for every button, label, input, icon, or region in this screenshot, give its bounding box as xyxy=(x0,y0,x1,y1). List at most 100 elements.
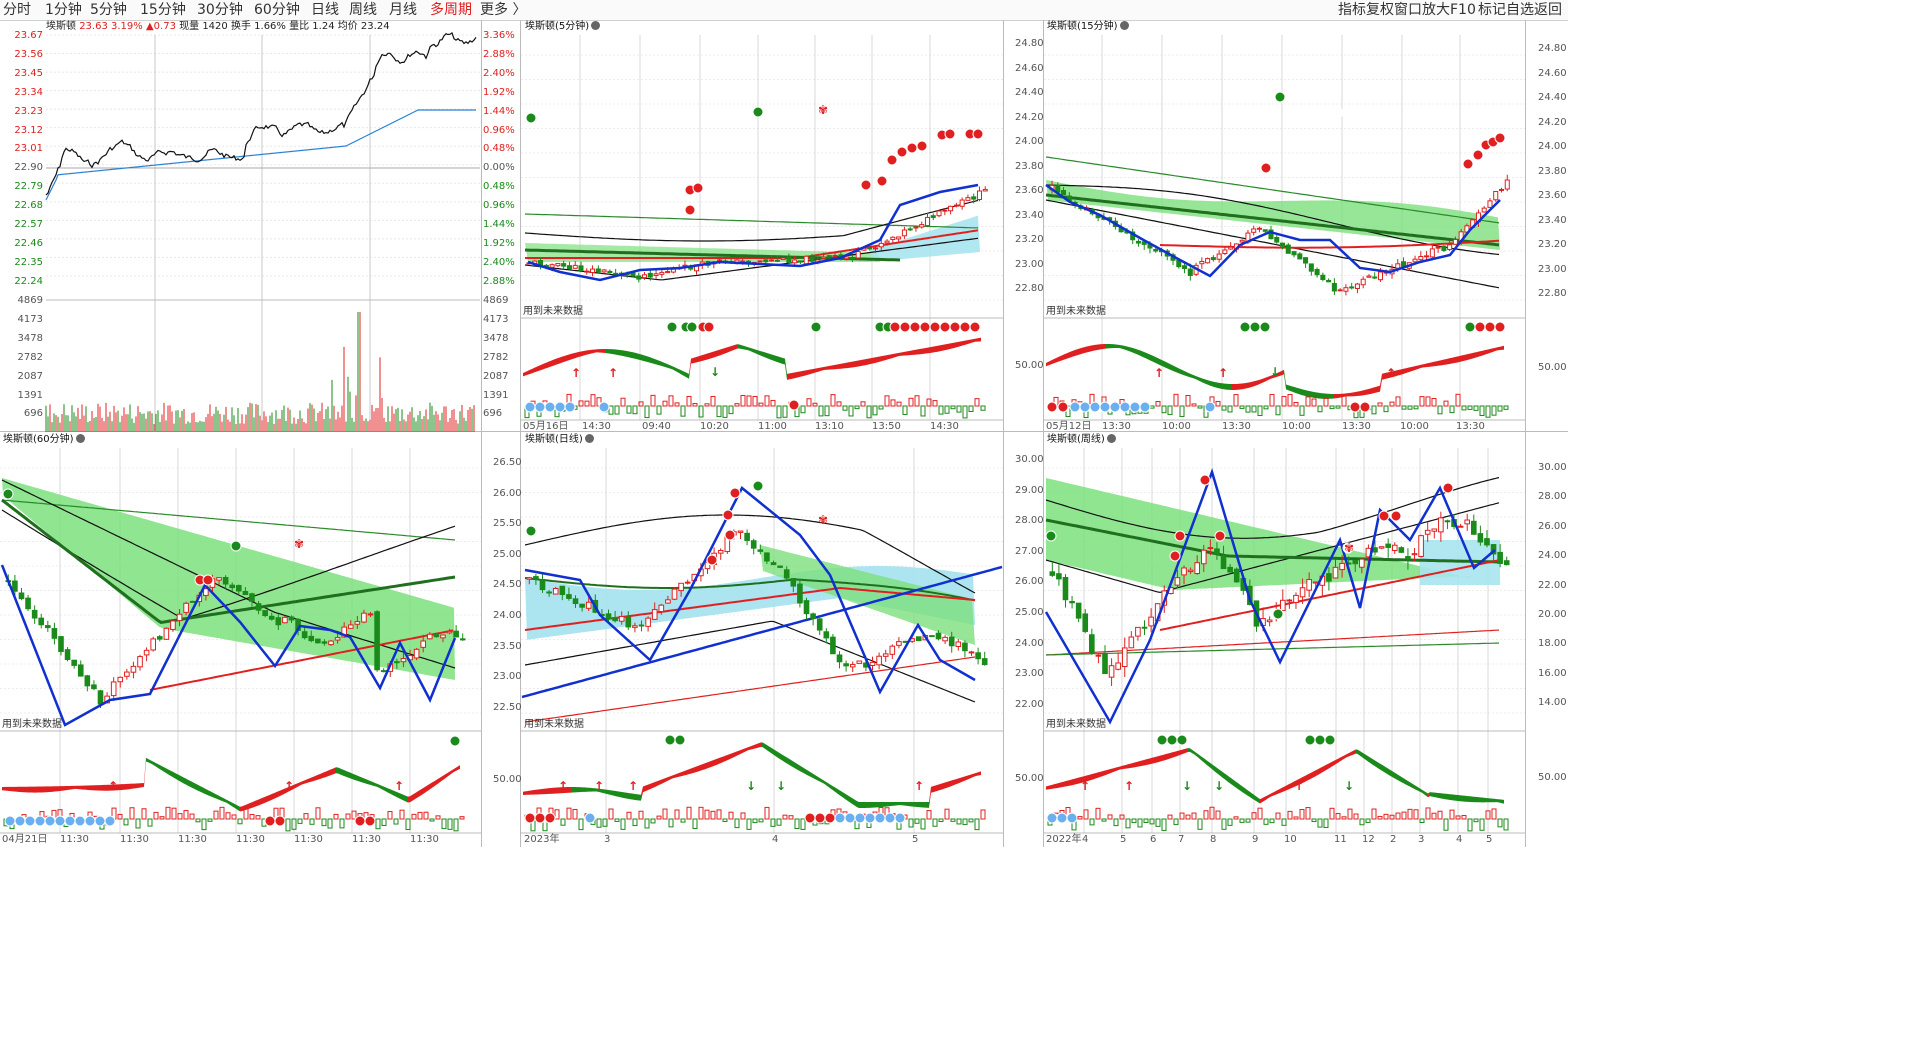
oscillator-segment xyxy=(849,796,851,804)
oscillator-segment xyxy=(1240,784,1242,792)
candle xyxy=(873,247,879,250)
signal-marker xyxy=(722,509,734,521)
oscillator-segment xyxy=(380,785,382,790)
histogram-bar xyxy=(339,818,345,829)
histogram-bar xyxy=(824,405,830,417)
oscillator-segment xyxy=(1220,770,1222,778)
histogram-bar xyxy=(920,405,926,417)
oscillator-segment xyxy=(665,777,667,783)
candle xyxy=(321,641,328,644)
oscillator-segment xyxy=(1430,362,1432,367)
tab-more[interactable]: 更多 〉 xyxy=(480,1,526,19)
oscillator-segment xyxy=(853,798,855,806)
oscillator-segment xyxy=(1190,748,1192,754)
btn-back[interactable]: 返回 xyxy=(1534,2,1562,18)
tab-week[interactable]: 周线 xyxy=(349,2,377,18)
histogram-bar xyxy=(189,813,195,820)
tab-5min[interactable]: 5分钟 xyxy=(90,2,127,18)
tab-fenshi[interactable]: 分时 xyxy=(3,2,31,18)
histogram-bar xyxy=(836,401,842,407)
histogram-bar xyxy=(315,807,321,820)
tab-30min[interactable]: 30分钟 xyxy=(197,2,243,18)
btn-window[interactable]: 窗口 xyxy=(1394,2,1422,18)
histogram-bar xyxy=(1389,401,1395,407)
oscillator-segment xyxy=(1192,749,1194,755)
candle xyxy=(249,593,255,602)
histogram-bar xyxy=(1431,812,1437,820)
oscillator-segment xyxy=(805,768,807,775)
candle xyxy=(1061,189,1067,196)
oscillator-segment xyxy=(1110,768,1112,774)
signal-marker xyxy=(1378,510,1390,522)
oscillator-segment xyxy=(1092,773,1094,780)
oscillator-segment xyxy=(1074,778,1076,785)
last-price: 23.63 xyxy=(79,21,108,32)
oscillator-segment xyxy=(721,348,723,355)
signal-marker xyxy=(804,812,816,824)
candle xyxy=(255,603,262,611)
candle xyxy=(1378,546,1385,549)
btn-zoom[interactable]: 放大 xyxy=(1422,2,1450,18)
panel-title-week[interactable]: 埃斯顿(周线) xyxy=(1047,434,1116,446)
candle xyxy=(659,271,665,275)
up-arrow-icon: ↑ xyxy=(914,779,924,793)
tab-multi-period[interactable]: 多周期 xyxy=(430,2,472,18)
candle xyxy=(64,649,71,661)
histogram-bar xyxy=(1089,818,1095,826)
panel-title-day[interactable]: 埃斯顿(日线) xyxy=(525,434,594,446)
tab-day[interactable]: 日线 xyxy=(311,2,339,18)
ma-black-upper xyxy=(1045,184,1500,256)
histogram-bar xyxy=(1443,400,1449,407)
oscillator-segment xyxy=(1130,763,1132,769)
oscillator-segment xyxy=(1170,752,1172,759)
oscillator-segment xyxy=(1252,381,1254,387)
candle xyxy=(1174,577,1181,586)
oscillator-segment xyxy=(108,784,110,791)
oscillator-segment xyxy=(1110,344,1112,349)
tab-60min[interactable]: 60分钟 xyxy=(254,2,300,18)
up-arrow-icon: ↑ xyxy=(1294,779,1304,793)
oscillator-segment xyxy=(372,781,374,786)
btn-mark[interactable]: 标记 xyxy=(1478,2,1506,18)
histogram-bar xyxy=(1443,818,1449,831)
candle xyxy=(1115,662,1121,670)
oscillator-segment xyxy=(731,752,733,759)
tab-15min[interactable]: 15分钟 xyxy=(140,2,186,18)
tab-month[interactable]: 月线 xyxy=(389,2,417,18)
oscillator-segment xyxy=(354,774,356,781)
oscillator-segment xyxy=(819,777,821,783)
histogram-bar xyxy=(1179,812,1185,820)
oscillator-segment xyxy=(1450,794,1452,801)
candle xyxy=(354,621,361,625)
candle xyxy=(1128,636,1135,649)
tab-1min[interactable]: 1分钟 xyxy=(45,2,82,18)
candle xyxy=(400,657,407,663)
oscillator-segment xyxy=(1298,388,1300,395)
oscillator-segment xyxy=(671,365,673,370)
panel-title-60min[interactable]: 埃斯顿(60分钟) xyxy=(3,434,85,446)
btn-indicator[interactable]: 指标 xyxy=(1338,2,1366,18)
candle xyxy=(1214,548,1220,555)
oscillator-segment xyxy=(348,771,350,779)
oscillator-segment xyxy=(110,784,112,791)
panel-title-5min[interactable]: 埃斯顿(5分钟) xyxy=(525,21,601,33)
histogram-bar xyxy=(429,818,435,822)
panel-title-15min[interactable]: 埃斯顿(15分钟) xyxy=(1047,21,1129,33)
candle xyxy=(849,256,855,260)
candle xyxy=(1504,179,1510,190)
price-tick: 23.34 xyxy=(14,86,43,98)
oscillator-segment xyxy=(1372,387,1374,394)
histogram-bar xyxy=(1245,405,1251,413)
oscillator-segment xyxy=(741,749,743,754)
histogram-bar xyxy=(423,811,429,820)
oscillator-segment xyxy=(749,746,751,750)
btn-f10[interactable]: F10 xyxy=(1450,2,1476,18)
histogram-bar xyxy=(321,818,327,827)
histogram-bar xyxy=(608,405,614,415)
oscillator-segment xyxy=(1292,781,1294,788)
oscillator-segment xyxy=(1284,785,1286,792)
btn-watchlist[interactable]: 自选 xyxy=(1506,2,1534,18)
btn-adjust[interactable]: 复权 xyxy=(1366,2,1394,18)
signal-marker xyxy=(1249,321,1261,333)
oscillator-segment xyxy=(1070,351,1072,358)
